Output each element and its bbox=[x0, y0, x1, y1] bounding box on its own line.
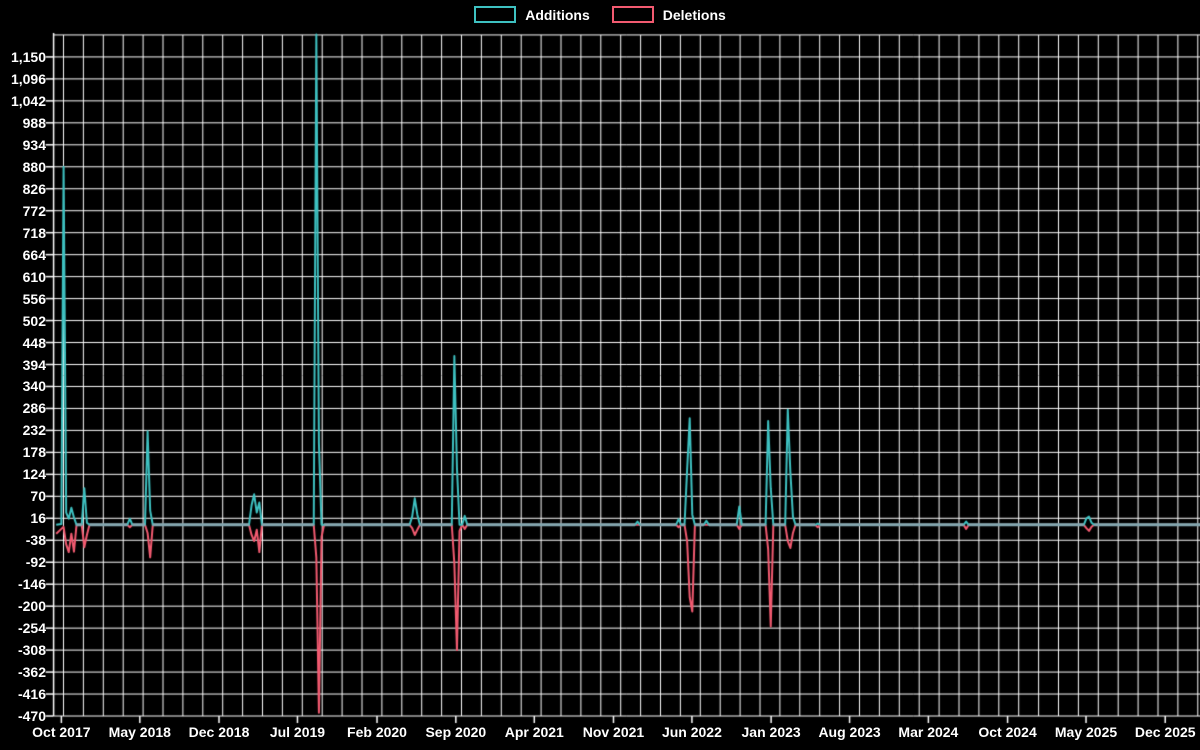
legend-item-deletions[interactable]: Deletions bbox=[611, 6, 726, 23]
y-tick-label: 448 bbox=[22, 334, 46, 351]
y-tick-label: 1,150 bbox=[10, 48, 46, 65]
y-tick-label: 610 bbox=[22, 268, 46, 285]
y-tick-label: 664 bbox=[22, 246, 46, 263]
chart-legend: Additions Deletions bbox=[0, 6, 1200, 23]
x-tick-label: Feb 2020 bbox=[347, 724, 407, 740]
y-tick-label: 178 bbox=[22, 444, 46, 461]
y-tick-label: 286 bbox=[22, 400, 46, 417]
y-tick-label: 502 bbox=[22, 312, 46, 329]
x-tick-label: Jul 2019 bbox=[269, 724, 326, 740]
x-tick-label: Mar 2024 bbox=[898, 724, 959, 740]
x-tick-label: Oct 2024 bbox=[978, 724, 1037, 740]
y-tick-label: -146 bbox=[17, 576, 46, 593]
x-tick-label: May 2018 bbox=[108, 724, 171, 740]
x-tick-label: Apr 2021 bbox=[504, 724, 564, 740]
y-tick-label: -200 bbox=[17, 598, 46, 615]
y-tick-label: -92 bbox=[25, 554, 46, 571]
y-tick-label: 880 bbox=[22, 158, 46, 175]
x-tick-label: Dec 2018 bbox=[188, 724, 250, 740]
y-tick-label: 1,042 bbox=[10, 92, 46, 109]
legend-label-additions: Additions bbox=[525, 6, 590, 23]
y-tick-label: 772 bbox=[22, 202, 46, 219]
y-tick-label: -470 bbox=[17, 708, 46, 725]
y-tick-label: -416 bbox=[17, 686, 46, 703]
y-tick-label: 988 bbox=[22, 114, 46, 131]
x-tick-label: Sep 2020 bbox=[425, 724, 487, 740]
y-tick-label: 16 bbox=[30, 510, 46, 527]
x-tick-label: Dec 2025 bbox=[1134, 724, 1196, 740]
y-tick-label: 934 bbox=[22, 136, 46, 153]
y-tick-label: -38 bbox=[25, 532, 46, 549]
x-tick-label: Oct 2017 bbox=[32, 724, 91, 740]
y-tick-label: 70 bbox=[30, 488, 46, 505]
y-tick-label: 1,096 bbox=[10, 70, 46, 87]
x-tick-label: Jun 2022 bbox=[661, 724, 722, 740]
y-tick-label: 394 bbox=[22, 356, 46, 373]
y-tick-label: 232 bbox=[22, 422, 46, 439]
y-tick-label: 556 bbox=[22, 290, 46, 307]
y-tick-label: 826 bbox=[22, 180, 46, 197]
x-tick-label: Nov 2021 bbox=[582, 724, 645, 740]
y-tick-label: -362 bbox=[17, 664, 46, 681]
y-tick-label: -254 bbox=[17, 620, 46, 637]
additions-swatch-icon bbox=[474, 6, 517, 23]
x-tick-label: Aug 2023 bbox=[818, 724, 881, 740]
y-tick-label: 718 bbox=[22, 224, 46, 241]
y-tick-label: 340 bbox=[22, 378, 46, 395]
y-tick-label: -308 bbox=[17, 642, 46, 659]
deletions-swatch-icon bbox=[611, 6, 654, 23]
legend-item-additions[interactable]: Additions bbox=[474, 6, 590, 23]
x-tick-label: May 2025 bbox=[1054, 724, 1118, 740]
x-tick-label: Jan 2023 bbox=[741, 724, 801, 740]
y-tick-label: 124 bbox=[22, 466, 46, 483]
legend-label-deletions: Deletions bbox=[662, 6, 726, 23]
